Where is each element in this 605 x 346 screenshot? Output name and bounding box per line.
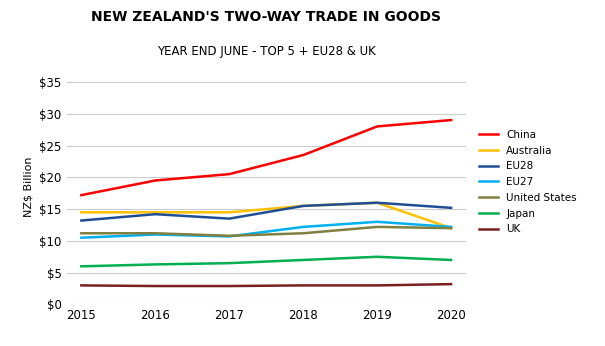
Line: United States: United States [81,227,451,236]
EU28 [77,218,85,222]
Japan [226,261,233,265]
Line: Australia: Australia [81,203,451,228]
Japan [299,258,307,262]
China [152,179,159,183]
Line: China: China [81,120,451,195]
United States [373,225,381,229]
UK [152,284,159,288]
Australia [77,210,85,215]
Australia [152,210,159,215]
Y-axis label: NZ$ Billion: NZ$ Billion [24,157,34,217]
United States [299,231,307,235]
China [448,118,455,122]
UK [373,283,381,288]
Japan [448,258,455,262]
China [226,172,233,176]
China [299,153,307,157]
UK [299,283,307,288]
Text: NEW ZEALAND'S TWO-WAY TRADE IN GOODS: NEW ZEALAND'S TWO-WAY TRADE IN GOODS [91,10,441,24]
EU27 [226,234,233,238]
Legend: China, Australia, EU28, EU27, United States, Japan, UK: China, Australia, EU28, EU27, United Sta… [479,130,577,234]
EU27 [373,220,381,224]
United States [152,231,159,235]
Text: YEAR END JUNE - TOP 5 + EU28 & UK: YEAR END JUNE - TOP 5 + EU28 & UK [157,45,376,58]
Australia [373,201,381,205]
Japan [373,255,381,259]
EU27 [77,236,85,240]
EU28 [373,201,381,205]
Line: EU27: EU27 [81,222,451,238]
China [77,193,85,197]
Line: UK: UK [81,284,451,286]
Line: Japan: Japan [81,257,451,266]
EU27 [299,225,307,229]
United States [226,234,233,238]
Japan [77,264,85,268]
Australia [226,210,233,215]
EU27 [152,233,159,237]
China [373,124,381,128]
UK [226,284,233,288]
Japan [152,262,159,266]
Australia [448,226,455,230]
Australia [299,204,307,208]
UK [448,282,455,286]
UK [77,283,85,288]
EU28 [448,206,455,210]
United States [448,226,455,230]
EU28 [226,217,233,221]
EU28 [152,212,159,216]
EU28 [299,204,307,208]
EU27 [448,225,455,229]
Line: EU28: EU28 [81,203,451,220]
United States [77,231,85,235]
